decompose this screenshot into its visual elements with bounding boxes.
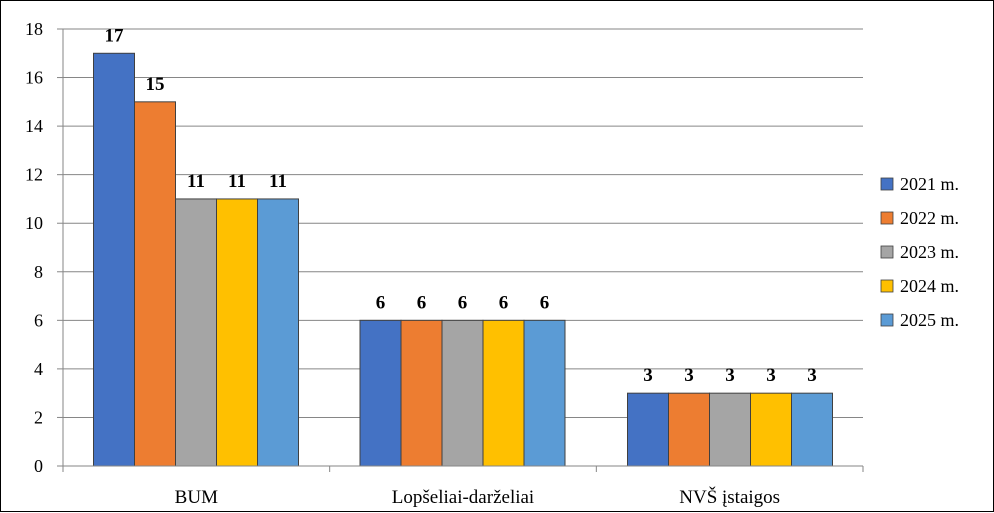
legend: 2021 m. 2022 m. 2023 m. 2024 m. 2025 m. xyxy=(880,174,959,330)
data-label: 11 xyxy=(269,171,287,192)
bar xyxy=(359,319,402,467)
legend-swatch xyxy=(880,313,894,327)
data-label: 6 xyxy=(376,292,386,313)
legend-label: 2022 m. xyxy=(900,208,959,228)
bar xyxy=(709,392,751,467)
data-label: 17 xyxy=(105,25,125,46)
bar xyxy=(482,319,525,467)
data-label: 15 xyxy=(146,74,165,95)
legend-label: 2024 m. xyxy=(900,276,959,296)
legend-swatch xyxy=(880,177,894,191)
data-label: 11 xyxy=(228,171,246,192)
legend-label: 2021 m. xyxy=(900,174,959,194)
legend-label: 2025 m. xyxy=(900,310,959,330)
category-label: NVŠ įstaigos xyxy=(679,486,780,508)
data-label: 6 xyxy=(499,292,509,313)
data-label: 11 xyxy=(187,171,205,192)
bar xyxy=(791,392,833,467)
y-tick-label: 12 xyxy=(25,165,43,185)
y-axis-ticks: 0 2 4 6 8 10 12 14 16 18 xyxy=(25,19,63,476)
y-tick-label: 4 xyxy=(34,359,43,379)
y-tick-label: 14 xyxy=(25,116,43,136)
legend-swatch xyxy=(880,279,894,293)
data-label: 6 xyxy=(458,292,468,313)
bars xyxy=(93,52,833,467)
legend-swatch xyxy=(880,245,894,259)
bar xyxy=(175,198,217,467)
bar xyxy=(668,392,710,467)
x-axis-categories: BUM Lopšeliai-darželiai NVŠ įstaigos xyxy=(175,486,780,508)
bar xyxy=(134,101,176,467)
data-label: 3 xyxy=(725,365,735,386)
y-tick-label: 18 xyxy=(25,19,43,39)
y-tick-label: 10 xyxy=(25,213,43,233)
data-label: 6 xyxy=(540,292,550,313)
legend-label: 2023 m. xyxy=(900,242,959,262)
bar xyxy=(93,52,135,467)
bar xyxy=(523,319,566,467)
legend-swatch xyxy=(880,211,894,225)
data-label: 3 xyxy=(684,365,694,386)
data-label: 3 xyxy=(766,365,776,386)
y-tick-label: 0 xyxy=(34,456,43,476)
bar xyxy=(627,392,669,467)
data-labels: 17 15 11 11 11 6 6 6 6 6 3 3 3 3 3 xyxy=(105,25,817,386)
category-label: BUM xyxy=(175,487,218,508)
bar xyxy=(750,392,792,467)
data-label: 3 xyxy=(807,365,817,386)
y-tick-label: 16 xyxy=(25,68,43,88)
bar xyxy=(257,198,299,467)
bar xyxy=(441,319,484,467)
bar xyxy=(216,198,258,467)
data-label: 3 xyxy=(643,365,653,386)
bar xyxy=(400,319,443,467)
data-label: 6 xyxy=(417,292,427,313)
category-label: Lopšeliai-darželiai xyxy=(392,487,534,508)
y-tick-label: 8 xyxy=(34,262,43,282)
y-tick-label: 6 xyxy=(34,310,43,330)
axes xyxy=(62,29,864,472)
y-tick-label: 2 xyxy=(34,407,43,427)
